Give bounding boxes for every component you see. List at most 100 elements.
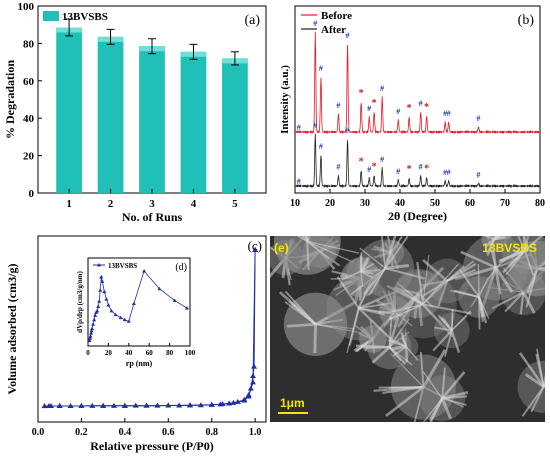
sem-flake [379,387,424,388]
legend-swatch-a [43,11,59,21]
isotherm-point [133,403,139,408]
phase-marker-hash: # [396,167,400,176]
x-tick-label-c: 0.4 [119,427,132,438]
isotherm-point [250,379,256,384]
panel-c-label: (c) [248,238,262,253]
x-tick-label-d: 20 [105,349,113,357]
x-tick-label-a: 2 [108,198,114,210]
y-axis-label-b: Intensity (a.u.) [279,65,291,134]
xrd-line-after [295,134,540,187]
phase-marker-hash: # [313,19,317,28]
bar [56,28,82,193]
y-tick-label-a: 0 [29,188,35,200]
phase-marker-hash: # [476,170,480,179]
x-tick-label-d: 60 [146,349,154,357]
x-tick-label-b: 40 [395,198,405,209]
phase-marker-star: * [424,164,429,175]
phase-marker-star: * [359,156,364,167]
x-tick-label-b: 10 [290,198,300,209]
x-tick-label-b: 60 [465,198,475,209]
legend-label-a: 13BVSBS [62,11,108,23]
legend-label-d: 13BVSBS [108,262,137,270]
panel-b-label: (b) [518,13,535,28]
phase-marker-hash: # [346,126,350,135]
panel-a-label: (a) [244,13,260,28]
x-tick-label-a: 5 [232,198,238,210]
x-axis-label-d: rp (nm) [126,359,153,368]
xrd-line-before [295,32,540,133]
bar [181,52,207,193]
x-tick-label-d: 80 [166,349,174,357]
y-tick-label-a: 40 [23,113,35,125]
phase-marker-hash: # [380,84,384,93]
sem-flake [307,241,308,269]
y-tick-label-a: 80 [23,38,35,50]
x-axis-label-c: Relative pressure (P/P0) [90,439,214,453]
scale-bar [278,412,308,414]
legend-label-before: Before [321,10,352,22]
bar [98,37,124,193]
y-tick-label-a: 20 [23,151,35,163]
x-tick-label-b: 80 [535,198,545,209]
phase-marker-hash: # [336,163,340,172]
x-tick-label-b: 20 [325,198,335,209]
x-tick-label-b: 30 [360,198,370,209]
phase-marker-hash: # [319,64,323,73]
panel-d-inset-pore-chart: 0 20 40 60 80 100 rp (nm) dVp/drp (cm3/g/nm) 13B… [76,258,196,368]
phase-marker-hash: # [319,142,323,151]
phase-marker-star: * [372,162,377,173]
x-tick-label-d: 0 [86,349,90,357]
x-tick-label-a: 1 [66,198,72,210]
phase-marker-hash: # [346,31,350,40]
phase-marker-star: * [407,103,412,114]
x-tick-label-c: 0.2 [75,427,88,438]
x-tick-label-b: 50 [430,198,440,209]
y-axis-label-c: Volume adsorbed (cm3/g) [5,264,19,395]
x-tick-label-c: 0.0 [32,427,45,438]
phase-marker-hash: # [367,104,371,113]
x-tick-label-b: 70 [500,198,510,209]
phase-marker-hash: # [476,114,480,123]
sem-flake [315,324,316,353]
y-axis-label-a: % Degradation [3,60,17,139]
sem-flake [478,264,479,297]
phase-marker-hash: # [297,123,301,132]
phase-marker-hash: # [447,109,451,118]
panel-e-sem-image: (e) 13BVSBS 1μm [270,236,545,422]
phase-marker-star: * [372,98,377,109]
phase-marker-hash: # [419,99,423,108]
phase-marker-hash: # [297,177,301,186]
phase-marker-hash: # [419,163,423,172]
phase-marker-hash: # [313,121,317,130]
x-tick-label-c: 1.0 [249,427,262,438]
sem-sample-label: 13BVSBS [482,241,537,255]
x-tick-label-a: 3 [149,198,155,210]
phase-marker-star: * [424,102,429,113]
bar [139,46,165,193]
phase-marker-hash: # [336,101,340,110]
sem-texture [270,236,545,422]
sem-flake [356,346,389,347]
x-tick-label-a: 4 [191,198,197,210]
x-axis-label-b: 2θ (Degree) [388,209,447,223]
panel-a-bar-chart: 0 20 40 60 80 100 1 2 3 4 5 No. of Runs % Degradatio… [3,1,266,224]
panel-e-label: (e) [274,241,289,255]
x-tick-label-d: 100 [185,349,196,357]
scale-bar-label: 1μm [280,396,305,410]
phase-marker-star: * [407,164,412,175]
phase-marker-hash: # [447,168,451,177]
x-axis-label-a: No. of Runs [122,210,183,224]
x-tick-label-d: 40 [125,349,133,357]
panel-d-label: (d) [175,262,187,273]
legend-label-after: After [321,24,346,36]
panel-b-xrd-chart: 10 20 30 40 50 60 70 80 2θ (Degree) Intensity (a.… [279,6,545,223]
x-tick-label-c: 0.8 [205,427,218,438]
y-axis-label-d: dVp/drp (cm3/g/nm) [76,271,84,333]
x-tick-label-c: 0.6 [162,427,175,438]
phase-marker-star: * [359,88,364,99]
phase-marker-hash: # [396,107,400,116]
phase-marker-hash: # [380,155,384,164]
y-tick-label-a: 60 [23,76,35,88]
isotherm-point [251,364,257,369]
y-tick-label-a: 100 [18,1,35,13]
